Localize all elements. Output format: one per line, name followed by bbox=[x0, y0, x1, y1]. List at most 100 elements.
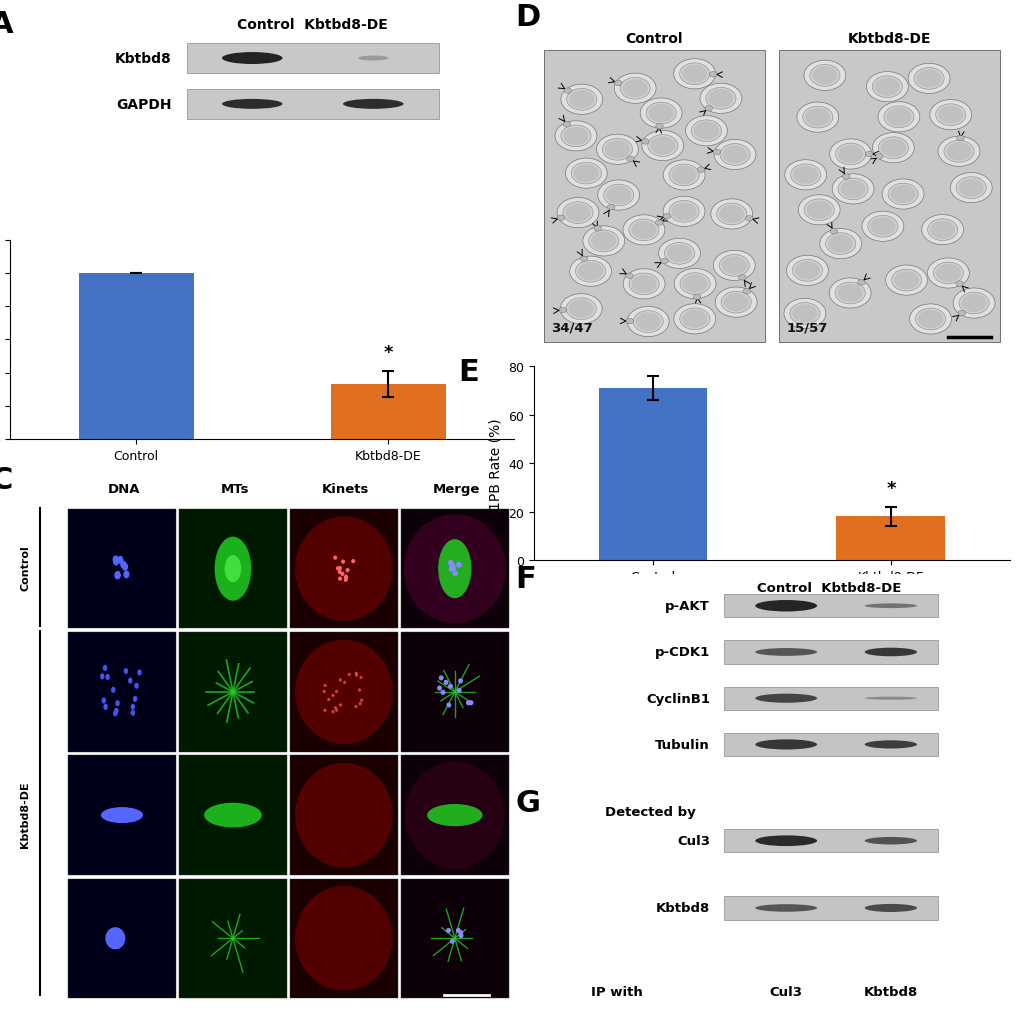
Ellipse shape bbox=[114, 572, 120, 580]
Circle shape bbox=[837, 284, 862, 303]
Text: Merge: Merge bbox=[432, 483, 480, 496]
Circle shape bbox=[647, 136, 678, 157]
Circle shape bbox=[559, 294, 601, 324]
Circle shape bbox=[355, 674, 358, 677]
Circle shape bbox=[916, 70, 941, 89]
Circle shape bbox=[915, 309, 945, 330]
Bar bbox=[723, 733, 937, 756]
Bar bbox=[289, 510, 397, 629]
Circle shape bbox=[658, 239, 700, 269]
Circle shape bbox=[574, 165, 598, 183]
Text: *: * bbox=[383, 343, 392, 362]
Ellipse shape bbox=[754, 836, 816, 846]
Circle shape bbox=[623, 269, 664, 300]
Circle shape bbox=[705, 89, 736, 110]
Ellipse shape bbox=[754, 904, 816, 912]
Circle shape bbox=[558, 308, 567, 314]
Text: *: * bbox=[886, 480, 895, 497]
Circle shape bbox=[355, 672, 358, 676]
Text: Kbtbd8: Kbtbd8 bbox=[655, 902, 709, 914]
Circle shape bbox=[662, 214, 671, 220]
Ellipse shape bbox=[114, 572, 120, 580]
Circle shape bbox=[662, 161, 704, 191]
Ellipse shape bbox=[222, 53, 282, 65]
Text: Cul3: Cul3 bbox=[677, 835, 709, 848]
Circle shape bbox=[334, 690, 337, 694]
Circle shape bbox=[568, 301, 593, 319]
Ellipse shape bbox=[101, 807, 143, 823]
Ellipse shape bbox=[214, 537, 251, 601]
Bar bbox=[400, 633, 508, 752]
Circle shape bbox=[626, 157, 634, 162]
Ellipse shape bbox=[754, 648, 816, 656]
Text: Control: Control bbox=[20, 544, 31, 590]
Circle shape bbox=[682, 65, 706, 84]
Circle shape bbox=[333, 556, 337, 560]
Circle shape bbox=[864, 152, 872, 158]
Circle shape bbox=[932, 263, 963, 284]
Ellipse shape bbox=[135, 683, 139, 689]
Circle shape bbox=[838, 146, 862, 164]
Circle shape bbox=[691, 121, 720, 143]
Circle shape bbox=[929, 101, 971, 130]
Circle shape bbox=[957, 311, 965, 316]
Bar bbox=[289, 633, 397, 752]
Circle shape bbox=[742, 289, 750, 294]
Circle shape bbox=[560, 86, 602, 115]
Text: Detected by: Detected by bbox=[605, 805, 696, 818]
Circle shape bbox=[650, 138, 675, 156]
Ellipse shape bbox=[754, 600, 816, 611]
Ellipse shape bbox=[132, 696, 138, 702]
Bar bbox=[836, 517, 945, 560]
Circle shape bbox=[322, 690, 325, 693]
Text: p-AKT: p-AKT bbox=[664, 599, 709, 612]
Circle shape bbox=[886, 109, 911, 126]
Circle shape bbox=[829, 229, 837, 234]
Circle shape bbox=[455, 928, 461, 933]
Ellipse shape bbox=[103, 704, 108, 710]
Circle shape bbox=[671, 167, 696, 184]
Circle shape bbox=[803, 61, 845, 92]
Circle shape bbox=[404, 515, 505, 624]
Ellipse shape bbox=[204, 803, 262, 827]
Ellipse shape bbox=[114, 708, 118, 714]
Circle shape bbox=[673, 60, 715, 90]
Circle shape bbox=[714, 287, 756, 318]
Bar bbox=[186, 44, 438, 74]
Circle shape bbox=[865, 72, 907, 103]
Circle shape bbox=[338, 679, 341, 682]
Circle shape bbox=[721, 147, 747, 164]
Ellipse shape bbox=[115, 700, 119, 706]
Circle shape bbox=[943, 142, 973, 163]
Circle shape bbox=[824, 233, 855, 255]
Circle shape bbox=[682, 275, 707, 293]
Circle shape bbox=[447, 560, 453, 566]
Circle shape bbox=[340, 572, 344, 577]
Circle shape bbox=[718, 255, 749, 277]
Text: p-CDK1: p-CDK1 bbox=[654, 646, 709, 659]
Circle shape bbox=[679, 309, 709, 330]
Circle shape bbox=[718, 206, 744, 224]
Circle shape bbox=[881, 179, 923, 210]
Y-axis label: 1PB Rate (%): 1PB Rate (%) bbox=[488, 418, 502, 510]
Circle shape bbox=[338, 703, 341, 707]
Circle shape bbox=[294, 640, 392, 744]
Circle shape bbox=[819, 229, 861, 260]
Circle shape bbox=[449, 938, 454, 944]
Bar bbox=[723, 595, 937, 618]
Circle shape bbox=[804, 109, 829, 127]
Circle shape bbox=[890, 185, 915, 204]
Bar bbox=[179, 633, 286, 752]
Circle shape bbox=[679, 64, 709, 86]
Circle shape bbox=[294, 517, 392, 622]
Circle shape bbox=[871, 133, 913, 164]
Circle shape bbox=[455, 562, 462, 568]
Circle shape bbox=[443, 680, 448, 685]
Circle shape bbox=[934, 105, 965, 126]
Ellipse shape bbox=[427, 804, 482, 826]
Circle shape bbox=[950, 173, 991, 204]
Circle shape bbox=[347, 674, 351, 677]
Circle shape bbox=[602, 140, 632, 161]
Circle shape bbox=[405, 762, 504, 868]
Circle shape bbox=[342, 681, 345, 685]
